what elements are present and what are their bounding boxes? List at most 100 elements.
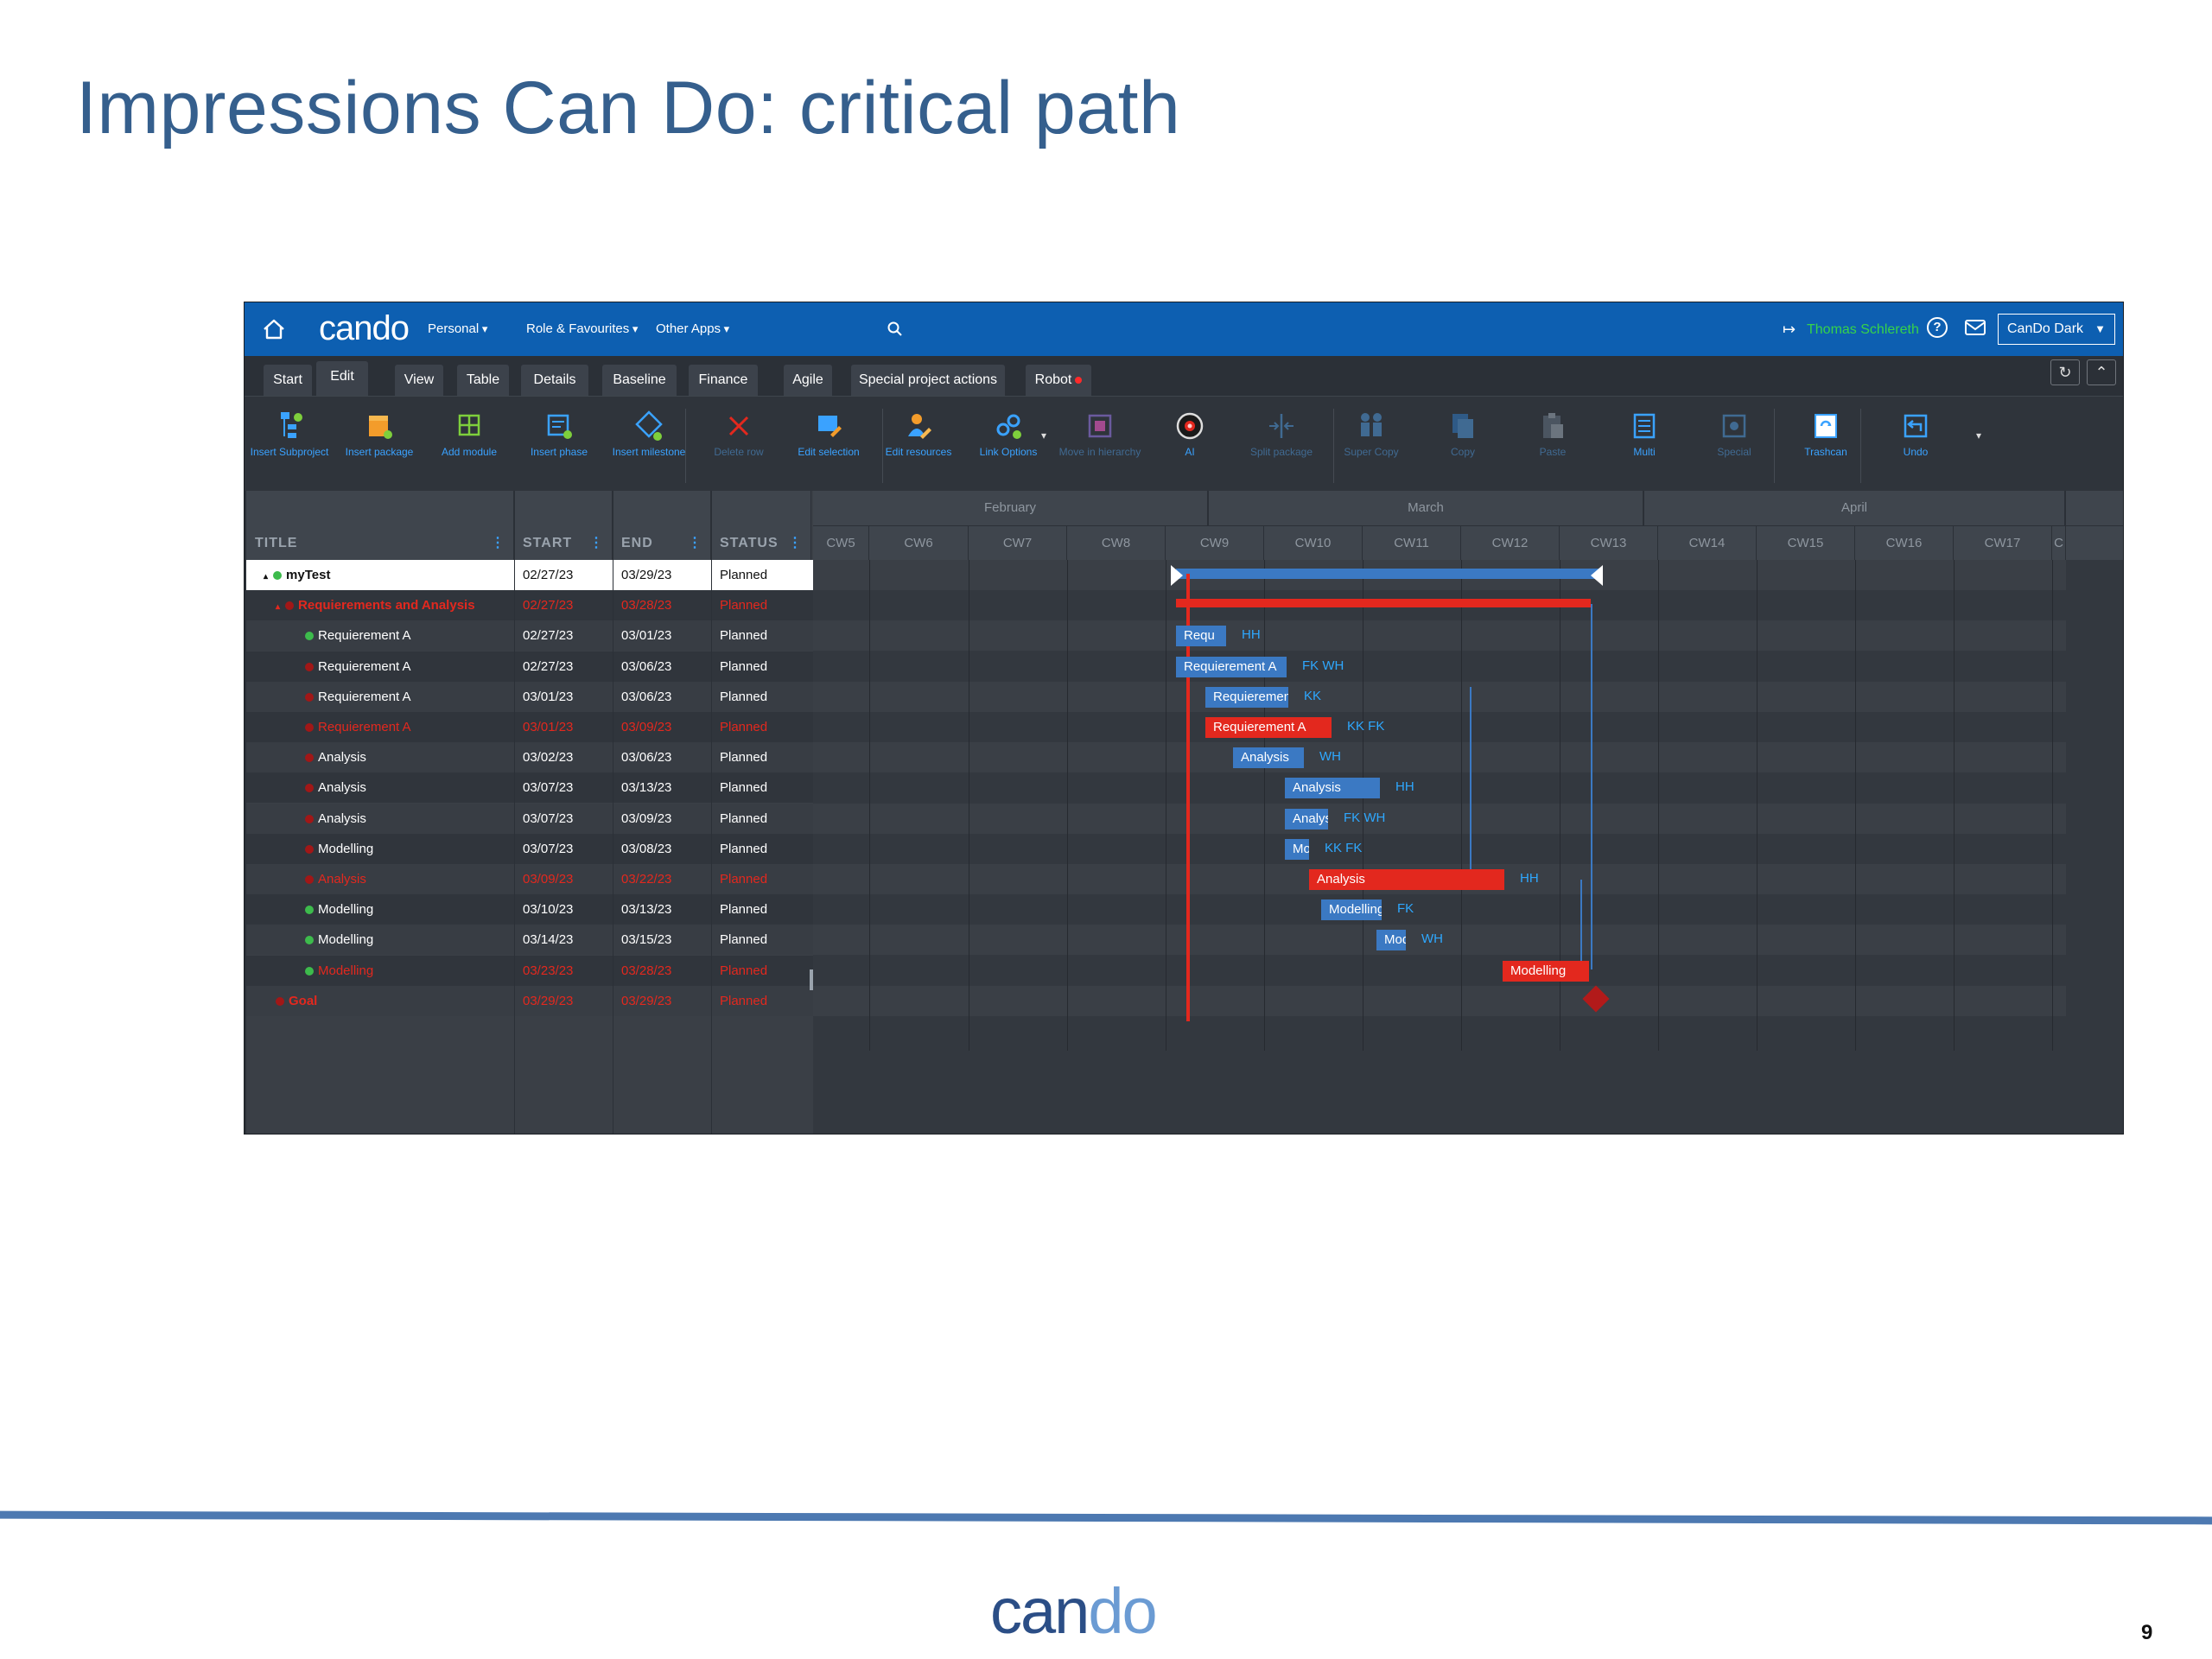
gantt-bar[interactable]: Analysis — [1285, 778, 1380, 799]
tab-robot[interactable]: Robot — [1026, 365, 1091, 396]
summary-bar-project[interactable] — [1176, 569, 1603, 579]
footer-logo: cando — [990, 1574, 1158, 1648]
gantt-bar[interactable]: Requierement A — [1205, 717, 1332, 738]
move-in-hierarchy-button[interactable]: Move in hierarchy — [1057, 405, 1143, 488]
summary-start-marker — [1171, 565, 1183, 586]
week-gridline — [2052, 560, 2053, 1051]
gantt-bar[interactable]: Modelling — [1285, 838, 1309, 860]
ribbon-button-label: Add module — [441, 446, 498, 458]
tab-edit[interactable]: Edit — [316, 361, 368, 396]
insert-milestone-button[interactable]: Insert milestone — [606, 405, 692, 488]
split-resize-handle[interactable] — [810, 969, 813, 990]
search-icon[interactable] — [886, 320, 905, 339]
column-header-end[interactable]: END ⋮ — [613, 491, 711, 560]
column-menu-icon[interactable]: ⋮ — [491, 536, 505, 550]
home-icon[interactable] — [262, 318, 286, 340]
undo-button[interactable]: Undo — [1872, 405, 1959, 488]
timeline-month-overflow — [2066, 491, 2123, 525]
nav-personal[interactable]: Personal — [428, 321, 487, 336]
dependency-connector — [1580, 880, 1582, 971]
tab-start[interactable]: Start — [264, 365, 312, 396]
ribbon-more-icon[interactable]: ▾ — [1976, 429, 1982, 442]
dependency-type-label: KK FK — [1347, 719, 1385, 734]
gantt-bar[interactable]: Requierement A — [1176, 656, 1287, 677]
column-menu-icon[interactable]: ⋮ — [589, 536, 603, 550]
gantt-bar[interactable]: Analysis — [1233, 747, 1304, 769]
nav-role-favourites[interactable]: Role & Favourites — [526, 321, 638, 336]
link-options-dropdown-icon[interactable]: ▾ — [1041, 429, 1047, 442]
tab-special-project-actions[interactable]: Special project actions — [851, 365, 1005, 396]
super-copy-button[interactable]: Super Copy — [1328, 405, 1414, 488]
timeline-month: April — [1644, 491, 2066, 525]
gantt-bar[interactable]: Requierement A — [1205, 686, 1288, 708]
add-module-button[interactable]: Add module — [426, 405, 512, 488]
edit-selection-button[interactable]: Edit selection — [785, 405, 872, 488]
theme-select[interactable]: CanDo Dark ▼ — [1998, 314, 2115, 345]
gantt-bar-label: Requierement A — [1213, 689, 1288, 704]
row-status: Planned — [720, 993, 768, 1008]
row-title-cell: Requierement A — [305, 628, 411, 643]
user-name[interactable]: Thomas Schlereth — [1807, 322, 1919, 337]
dependency-type-label: WH — [1421, 931, 1443, 947]
copy-button[interactable]: Copy — [1420, 405, 1506, 488]
mail-icon[interactable] — [1964, 318, 1986, 337]
logout-icon[interactable]: ↦ — [1783, 321, 1796, 338]
tab-table[interactable]: Table — [457, 365, 509, 396]
insert-package-button[interactable]: Insert package — [336, 405, 423, 488]
collapse-ribbon-icon[interactable]: ⌃ — [2087, 359, 2116, 385]
gantt-bar[interactable]: Analysis — [1309, 869, 1504, 890]
gantt-bar[interactable]: Modelling — [1503, 960, 1589, 982]
paste-button[interactable]: Paste — [1510, 405, 1596, 488]
ribbon-button-label: Paste — [1539, 446, 1567, 458]
app-logo[interactable]: cando — [319, 309, 410, 348]
insert-phase-button[interactable]: Insert phase — [516, 405, 602, 488]
row-end: 03/28/23 — [621, 598, 672, 613]
trashcan-icon — [1815, 414, 1837, 438]
status-bullet — [305, 632, 314, 641]
tab-details[interactable]: Details — [521, 365, 588, 396]
gantt-bar[interactable]: Modelling — [1376, 930, 1406, 951]
column-menu-icon[interactable]: ⋮ — [688, 536, 702, 550]
refresh-icon[interactable]: ↻ — [2050, 359, 2080, 385]
delete-row-button[interactable]: Delete row — [696, 405, 782, 488]
status-bullet — [305, 753, 314, 763]
ai-button[interactable]: AI — [1147, 405, 1233, 488]
multi-icon — [1633, 413, 1656, 439]
gantt-bar-label: Requ — [1184, 628, 1215, 644]
paste-icon — [1543, 413, 1563, 438]
link-options-button[interactable]: Link Options — [965, 405, 1052, 488]
week-gridline — [869, 560, 870, 1051]
tab-baseline[interactable]: Baseline — [602, 365, 677, 396]
gantt-bar[interactable]: Requ — [1176, 626, 1226, 647]
expand-toggle-icon[interactable]: ▴ — [264, 572, 269, 582]
summary-bar-requirements[interactable] — [1176, 599, 1591, 608]
tab-agile[interactable]: Agile — [784, 365, 832, 396]
column-header-start[interactable]: START ⋮ — [514, 491, 613, 560]
gantt-bar[interactable]: Analysis — [1285, 808, 1328, 830]
column-header-title[interactable]: TITLE ⋮ — [246, 491, 514, 560]
column-header-status[interactable]: STATUS ⋮ — [711, 491, 811, 560]
row-end: 03/13/23 — [621, 780, 672, 796]
gantt-bar[interactable]: Modelling — [1321, 899, 1382, 921]
split-package-button[interactable]: Split package — [1238, 405, 1325, 488]
tab-view[interactable]: View — [395, 365, 443, 396]
help-icon[interactable]: ? — [1927, 317, 1948, 338]
split-package-icon — [1269, 414, 1294, 438]
edit-resources-button[interactable]: Edit resources — [875, 405, 962, 488]
row-title-cell: Analysis — [305, 780, 366, 795]
dependency-type-label: FK — [1397, 901, 1414, 917]
insert-subproject-button[interactable]: Insert Subproject — [246, 405, 333, 488]
ribbon-separator — [1774, 409, 1775, 483]
special-icon — [1722, 414, 1746, 438]
timeline-week: CW9 — [1166, 525, 1264, 560]
tab-finance[interactable]: Finance — [689, 365, 758, 396]
row-title: Analysis — [318, 872, 366, 887]
nav-other-apps[interactable]: Other Apps — [656, 321, 729, 336]
multi-button[interactable]: Multi — [1601, 405, 1688, 488]
trashcan-button[interactable]: Trashcan — [1783, 405, 1869, 488]
expand-toggle-icon[interactable]: ▴ — [276, 602, 281, 613]
row-title: Modelling — [318, 932, 374, 948]
column-menu-icon[interactable]: ⋮ — [788, 536, 802, 550]
special-button[interactable]: Special — [1691, 405, 1777, 488]
row-title-cell: ▴ myTest — [264, 568, 330, 582]
